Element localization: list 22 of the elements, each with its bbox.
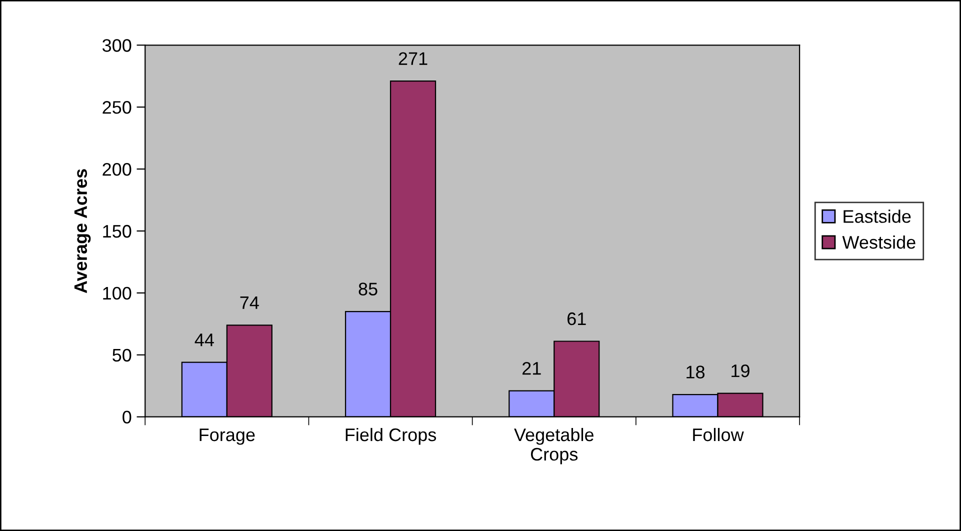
data-label: 85: [358, 282, 378, 296]
data-label: 18: [686, 366, 705, 378]
data-label: 74: [240, 296, 259, 309]
y-tick-label: 100: [103, 286, 132, 300]
y-tick-label: 0: [122, 410, 132, 424]
y-tick-label: 200: [102, 162, 132, 176]
y-tick-label: 50: [112, 348, 132, 362]
data-label: 21: [522, 362, 541, 375]
data-label: 19: [732, 364, 750, 378]
y-tick-label: 300: [102, 39, 132, 52]
y-tick-label: 250: [102, 101, 132, 114]
data-label: 271: [398, 52, 428, 65]
y-axis-title: Average Acres: [74, 169, 91, 294]
legend-label: Eastside: [844, 210, 911, 223]
data-label: 61: [568, 312, 586, 326]
data-label: 44: [194, 334, 214, 346]
x-tick-label: Vegetable Crops: [514, 428, 594, 464]
legend-label: Westside: [842, 236, 916, 249]
x-tick-label: Field Crops: [346, 428, 436, 445]
y-tick-label: 150: [103, 224, 132, 238]
x-tick-label: Forage: [200, 428, 255, 445]
x-tick-label: Follow: [693, 428, 744, 442]
